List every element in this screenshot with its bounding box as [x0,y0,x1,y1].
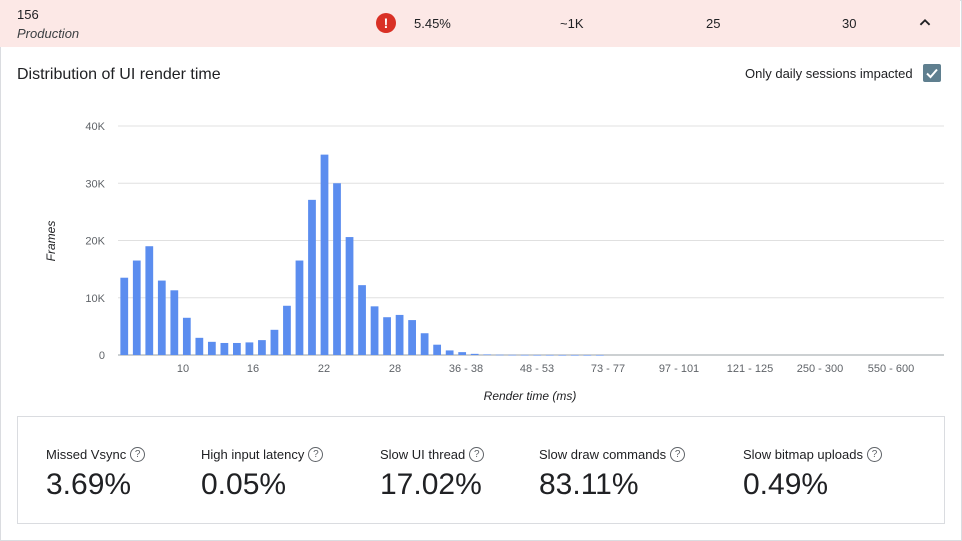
help-icon[interactable]: ? [670,447,686,462]
x-tick-label: 550 - 600 [868,363,914,375]
chevron-up-icon[interactable] [914,12,936,34]
daily-sessions-checkbox[interactable] [923,64,941,82]
sessions-value: ~1K [560,16,584,31]
release-id: 156 [17,7,39,22]
help-icon[interactable]: ? [308,447,324,462]
bar [157,280,166,355]
chart-title: Distribution of UI render time [17,66,221,83]
grid-lines [118,125,944,356]
bar [358,285,366,355]
metric-value: 0.05% [201,468,287,501]
bar [270,329,279,355]
metric-missed-vsync: Missed Vsync? 3.69% [46,447,146,502]
bar [195,337,204,355]
bar [220,342,229,355]
metric-label: Slow bitmap uploads [743,447,863,462]
x-tick-label: 73 - 77 [591,363,625,375]
x-tick-label: 250 - 300 [797,363,843,375]
metrics-panel: Missed Vsync? 3.69% High input latency? … [17,416,945,524]
bar [445,350,454,355]
bar [233,342,241,355]
bar [295,260,304,355]
metric-high-input-latency: High input latency? 0.05% [201,447,324,502]
col4-value: 30 [842,16,857,31]
bar [120,277,129,355]
x-tick-label: 28 [389,363,401,375]
y-tick-label: 40K [85,121,105,133]
bars [120,154,604,356]
metric-value: 0.49% [743,468,829,501]
bar [395,314,404,355]
x-tick-label: 121 - 125 [727,363,773,375]
bar [433,344,442,355]
bar [520,354,529,356]
x-tick-label: 16 [247,363,259,375]
metric-value: 83.11% [539,468,639,501]
metric-label: Slow UI thread [380,447,466,462]
x-tick-label: 36 - 38 [449,363,483,375]
bar [458,352,467,355]
alert-icon: ! [376,13,396,33]
x-tick-label: 48 - 53 [520,363,554,375]
bar [533,354,542,356]
metric-slow-draw-commands: Slow draw commands? 83.11% [539,447,686,502]
bar [170,290,179,355]
col3-value: 25 [706,16,721,31]
bar [320,154,329,355]
x-tick-label: 97 - 101 [659,363,699,375]
bar [495,354,504,356]
bar [258,340,266,355]
metric-label: Slow draw commands [539,447,667,462]
bar [570,354,579,356]
bar [583,354,592,356]
bar [470,353,479,355]
y-tick-label: 30K [85,178,105,190]
bar [207,341,216,355]
y-tick-label: 20K [85,236,105,248]
bar [333,183,341,355]
metric-label: Missed Vsync [46,447,127,462]
bar [182,317,191,355]
bad-rate-value: 5.45% [414,16,451,31]
help-icon[interactable]: ? [130,447,146,462]
help-icon[interactable]: ? [469,447,485,462]
y-axis-label: Frames [44,221,58,262]
render-time-histogram: 0 10K 20K 30K 40K 10 16 22 28 36 - 38 48 - 53 73 -… [44,121,944,403]
y-tick-label: 10K [85,293,105,305]
bar [132,260,141,355]
y-tick-label: 0 [99,350,105,362]
bar [595,354,604,356]
bar [370,306,379,355]
metric-slow-bitmap-uploads: Slow bitmap uploads? 0.49% [743,447,882,502]
x-tick-label: 22 [318,363,330,375]
checkbox-checked-icon [926,68,938,79]
bar [383,317,391,355]
bar [283,305,291,355]
daily-sessions-filter-label: Only daily sessions impacted [745,66,913,81]
bar [558,354,567,356]
help-icon[interactable]: ? [866,447,882,462]
bar [545,354,554,356]
metric-label: High input latency [201,447,305,462]
release-summary-row[interactable]: 156 Production ! 5.45% ~1K 25 30 [0,0,960,47]
metric-slow-ui-thread: Slow UI thread? 17.02% [380,447,485,502]
bar [508,354,517,356]
y-axis-ticks: 0 10K 20K 30K 40K [85,121,105,362]
bar [483,354,492,356]
x-axis-ticks: 10 16 22 28 36 - 38 48 - 53 73 - 77 97 - 101 121… [177,363,914,375]
bar [345,237,354,355]
x-tick-label: 10 [177,363,189,375]
bar [245,342,254,355]
release-track: Production [17,26,80,41]
bar [308,199,316,355]
bar [420,333,429,355]
x-axis-label: Render time (ms) [484,389,577,403]
bar [408,320,416,355]
metric-value: 17.02% [380,468,482,501]
metric-value: 3.69% [46,468,132,501]
bar [145,246,154,355]
